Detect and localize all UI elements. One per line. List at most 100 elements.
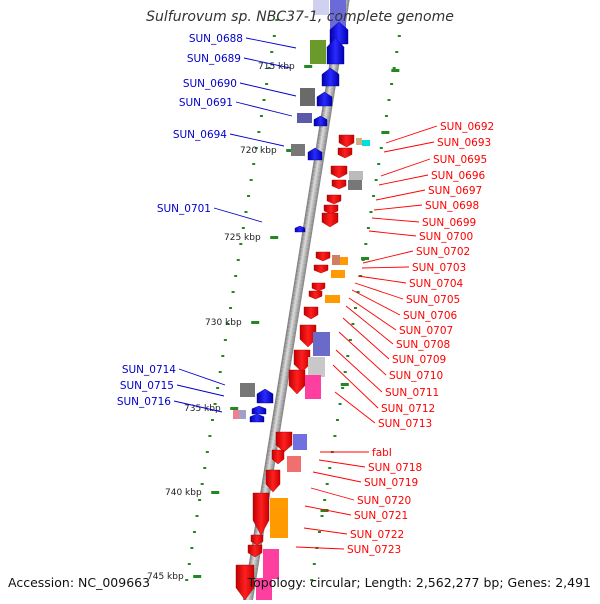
gene-label[interactable]: SUN_0710: [389, 370, 443, 382]
forward-gene-arrow[interactable]: [256, 388, 274, 404]
reverse-gene-arrow[interactable]: [311, 282, 326, 292]
reverse-gene-arrow[interactable]: [326, 194, 342, 205]
gene-label[interactable]: SUN_0711: [385, 387, 439, 399]
reverse-gene-arrow[interactable]: [299, 324, 317, 348]
gene-label[interactable]: SUN_0690: [183, 78, 237, 90]
reverse-gene-arrow[interactable]: [308, 290, 323, 300]
forward-gene-arrow[interactable]: [294, 225, 306, 233]
gene-label[interactable]: SUN_0706: [403, 310, 457, 322]
reverse-gene-arrow[interactable]: [331, 179, 347, 190]
backbone-segment: [295, 272, 306, 276]
reverse-gene-arrow[interactable]: [235, 564, 255, 601]
gene-leader-line: [303, 527, 348, 535]
backbone-segment: [306, 200, 318, 204]
reverse-gene-arrow[interactable]: [265, 469, 281, 493]
forward-gene-arrow[interactable]: [313, 115, 328, 127]
reverse-gene-arrow[interactable]: [303, 306, 319, 320]
gene-label[interactable]: SUN_0714: [122, 364, 176, 376]
gene-label[interactable]: SUN_0697: [428, 185, 482, 197]
tick-dot-left: [203, 467, 207, 469]
major-tick-right: [320, 509, 329, 512]
gene-label[interactable]: SUN_0715: [120, 380, 174, 392]
forward-gene-arrow[interactable]: [329, 21, 349, 45]
gene-label[interactable]: SUN_0694: [173, 129, 227, 141]
reverse-gene-arrow[interactable]: [293, 349, 311, 373]
backbone-segment: [315, 144, 327, 148]
reverse-gene-arrow[interactable]: [337, 147, 353, 159]
gene-label[interactable]: SUN_0705: [406, 294, 460, 306]
tick-dot-left: [187, 563, 191, 565]
feature-track: [233, 0, 370, 601]
forward-gene-arrow[interactable]: [326, 37, 345, 65]
forward-gene-arrow[interactable]: [321, 67, 340, 87]
gene-label[interactable]: SUN_0722: [350, 529, 404, 541]
gene-label[interactable]: SUN_0721: [354, 510, 408, 522]
gene-label[interactable]: SUN_0713: [378, 418, 432, 430]
tick-dot-right: [328, 467, 332, 469]
gene-label[interactable]: SUN_0703: [412, 262, 466, 274]
feature-annotation-box: [356, 138, 362, 145]
tick-dot-left: [198, 499, 202, 501]
gene-label[interactable]: SUN_0699: [422, 217, 476, 229]
tick-dot-left: [265, 83, 269, 85]
reverse-gene-arrow[interactable]: [275, 431, 293, 453]
gene-label[interactable]: SUN_0704: [409, 278, 463, 290]
backbone-segment: [297, 260, 308, 264]
gene-label[interactable]: SUN_0700: [419, 231, 473, 243]
backbone-segment: [300, 236, 312, 240]
gene-label[interactable]: SUN_0692: [440, 121, 494, 133]
reverse-gene-arrow[interactable]: [315, 251, 331, 262]
gene-label[interactable]: SUN_0691: [179, 97, 233, 109]
reverse-gene-arrow[interactable]: [338, 134, 355, 148]
gene-label[interactable]: SUN_0698: [425, 200, 479, 212]
reverse-gene-arrow[interactable]: [271, 449, 285, 465]
feature-annotation-box: [256, 578, 272, 600]
backbone-segment: [284, 340, 295, 344]
reverse-gene-arrow[interactable]: [252, 492, 270, 536]
forward-gene-arrow[interactable]: [251, 405, 267, 415]
forward-gene-arrow[interactable]: [307, 147, 323, 161]
feature-annotation-box: [233, 410, 239, 419]
feature-annotation-box: [291, 144, 305, 156]
gene-label[interactable]: SUN_0707: [399, 325, 453, 337]
backbone-segment: [276, 388, 288, 392]
ruler-major-tick: [193, 575, 202, 578]
gene-label[interactable]: SUN_0702: [416, 246, 470, 258]
reverse-gene-arrow[interactable]: [321, 212, 339, 228]
gene-label[interactable]: SUN_0719: [364, 477, 418, 489]
forward-gene-arrow[interactable]: [249, 413, 265, 423]
reverse-gene-arrow[interactable]: [313, 264, 329, 274]
reverse-gene-arrow[interactable]: [288, 369, 306, 395]
gene-label[interactable]: SUN_0689: [187, 53, 241, 65]
major-tick-right: [381, 131, 390, 134]
gene-label[interactable]: SUN_0688: [189, 33, 243, 45]
gene-label[interactable]: SUN_0708: [396, 339, 450, 351]
forward-gene-arrow[interactable]: [316, 91, 333, 107]
backbone-segment: [302, 224, 314, 228]
gene-label[interactable]: SUN_0718: [368, 462, 422, 474]
tick-dot-right: [372, 195, 376, 197]
gene-label[interactable]: SUN_0696: [431, 170, 485, 182]
tick-dot-right: [317, 531, 321, 533]
gene-label[interactable]: SUN_0701: [157, 203, 211, 215]
gene-label[interactable]: SUN_0716: [117, 396, 171, 408]
tick-dot-left: [208, 435, 212, 437]
tick-dot-left: [259, 115, 263, 117]
reverse-gene-arrow[interactable]: [330, 165, 348, 179]
gene-label[interactable]: SUN_0709: [392, 354, 446, 366]
reverse-gene-arrow[interactable]: [247, 544, 263, 558]
gene-label[interactable]: SUN_0720: [357, 495, 411, 507]
tick-dot-left: [244, 211, 248, 213]
gene-leader-line: [229, 133, 285, 147]
gene-label[interactable]: SUN_0712: [381, 403, 435, 415]
backbone-segment: [294, 276, 306, 280]
gene-label[interactable]: SUN_0723: [347, 544, 401, 556]
reverse-gene-arrow[interactable]: [323, 204, 339, 215]
tick-dot-left: [249, 179, 253, 181]
gene-label[interactable]: SUN_0695: [433, 154, 487, 166]
reverse-gene-arrow[interactable]: [250, 534, 264, 546]
gene-label[interactable]: fabI: [372, 447, 392, 459]
backbone-segment: [292, 288, 304, 292]
gene-label[interactable]: SUN_0693: [437, 137, 491, 149]
